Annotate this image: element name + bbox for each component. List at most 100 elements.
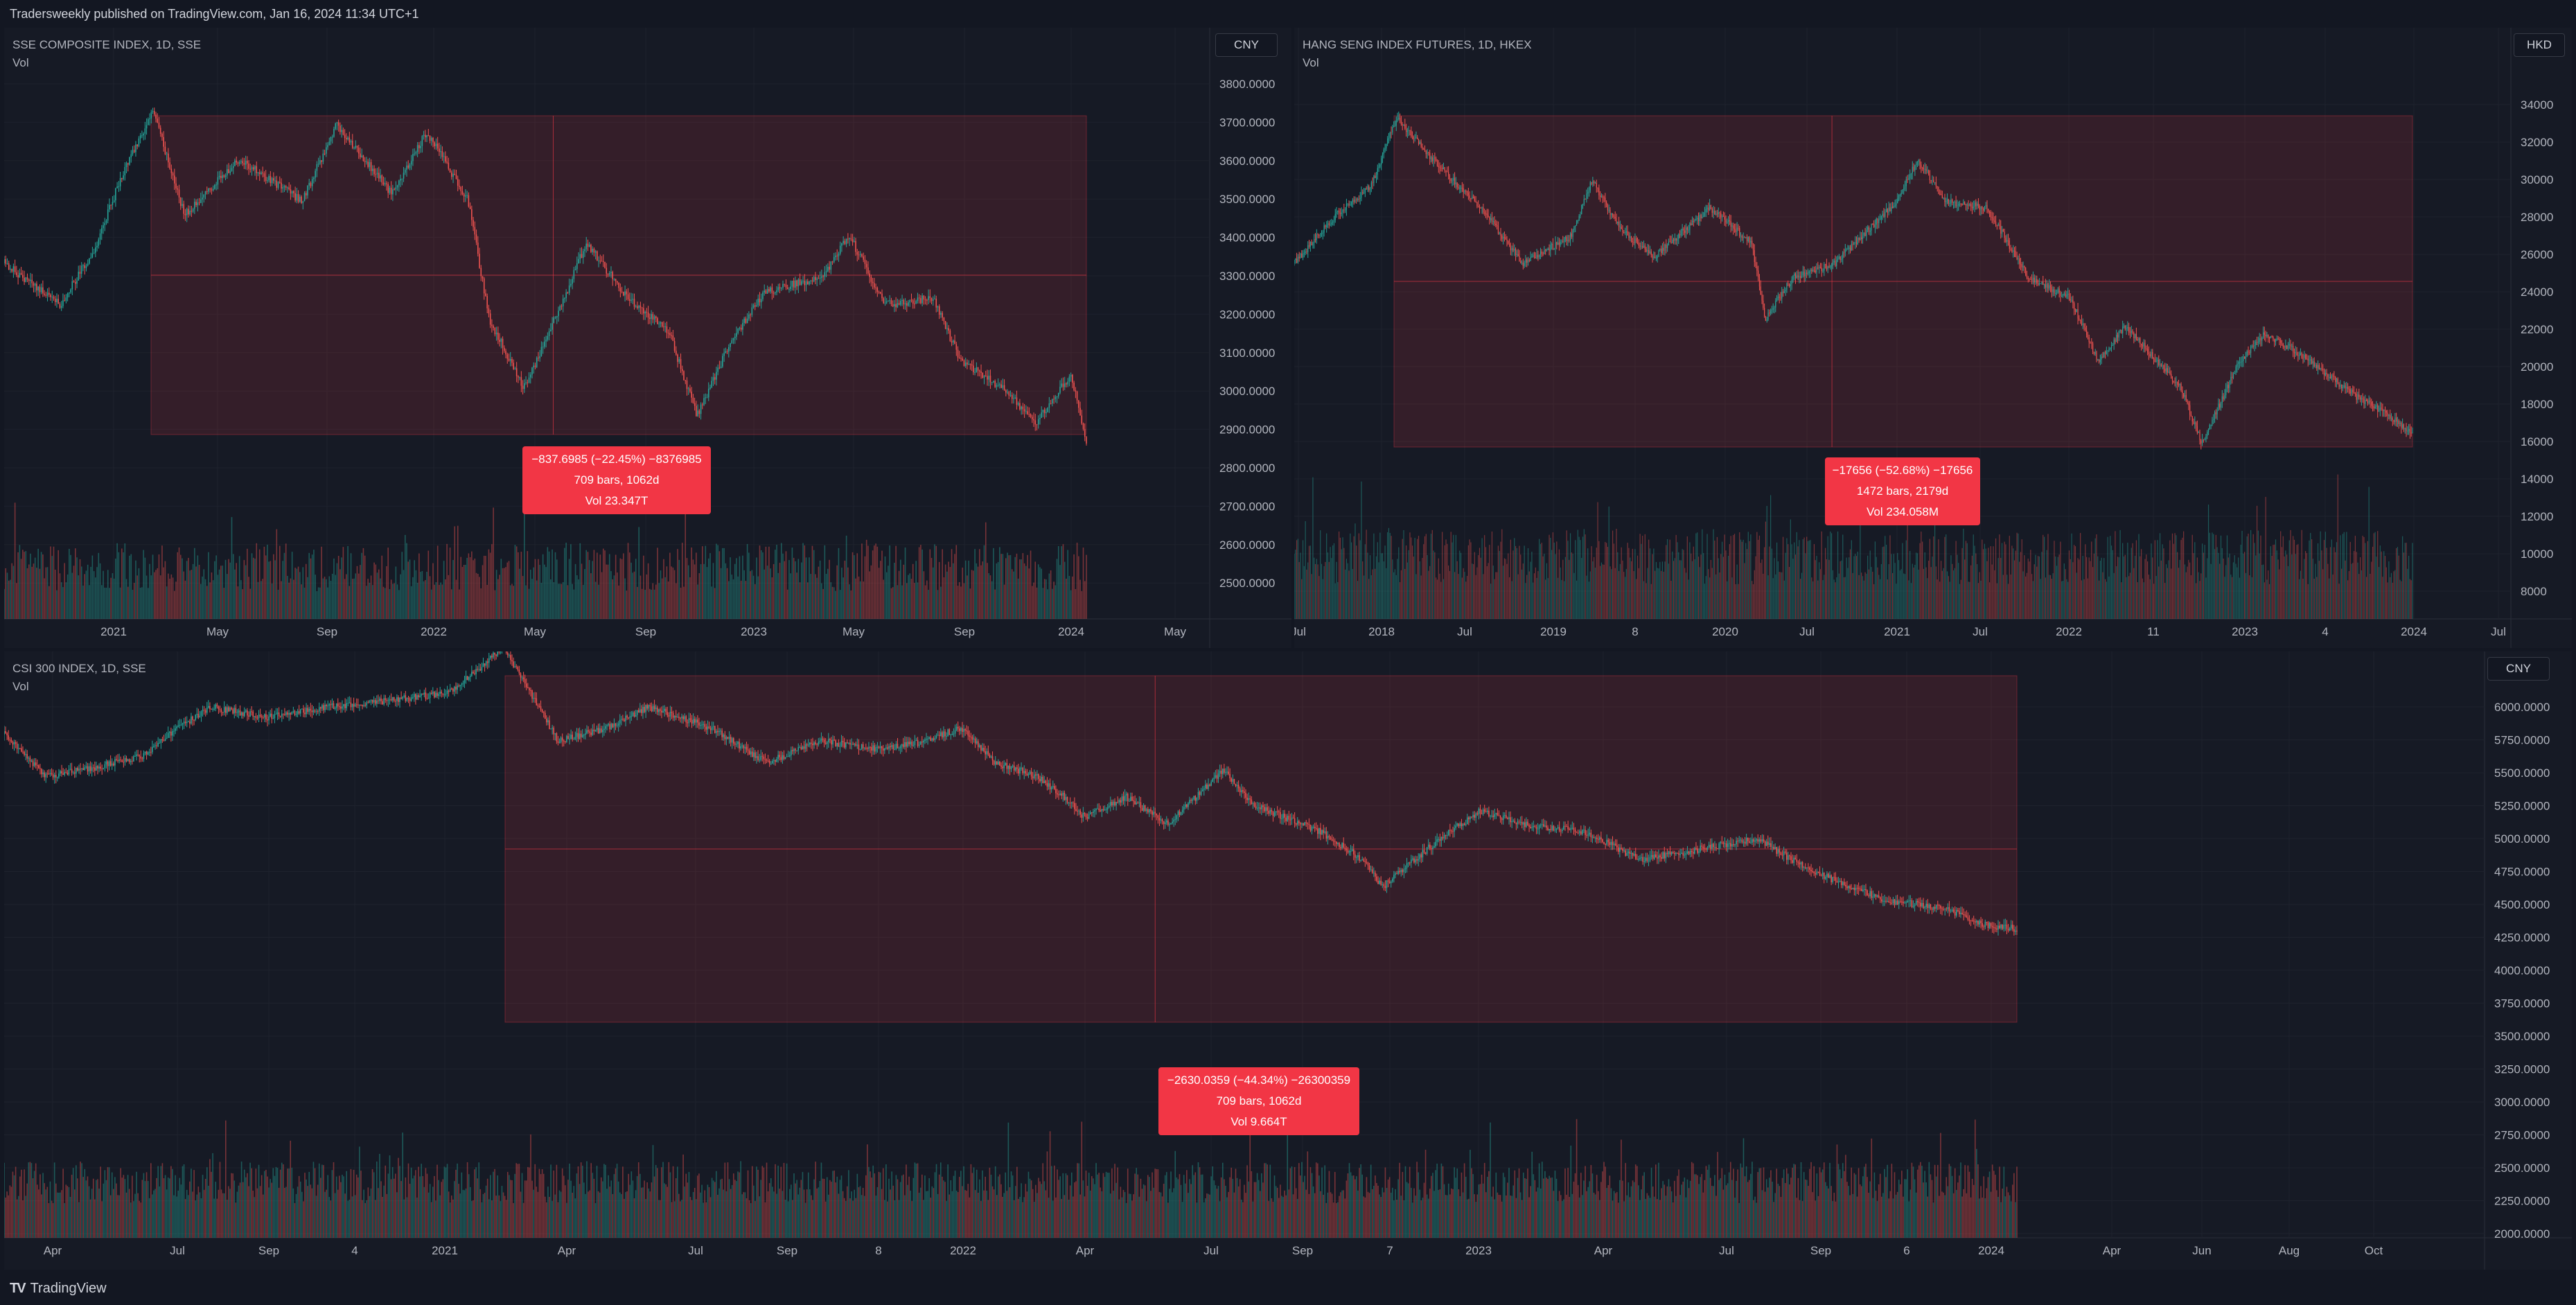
- volume-bar: [2402, 536, 2403, 619]
- chart-canvas-sse[interactable]: 3800.00003700.00003600.00003500.00003400…: [4, 28, 1291, 648]
- volume-bar: [2393, 571, 2394, 619]
- candle-body: [2407, 430, 2408, 432]
- candle-body: [186, 209, 188, 216]
- volume-bar: [1964, 559, 1966, 619]
- volume-bar: [2141, 549, 2142, 619]
- candle-body: [1294, 260, 1295, 263]
- candle-body: [1057, 392, 1059, 396]
- volume-bar: [1425, 534, 1427, 619]
- x-tick-label: Jul: [688, 1244, 703, 1257]
- candle-body: [1877, 218, 1878, 223]
- candle-body: [1880, 216, 1882, 220]
- candle-body: [495, 332, 497, 335]
- volume-bar: [1963, 528, 1964, 619]
- volume-bar: [2007, 584, 2009, 619]
- candle-body: [548, 331, 550, 336]
- volume-bar: [1727, 555, 1729, 619]
- volume-bar: [2074, 546, 2076, 619]
- candle-body: [301, 196, 302, 203]
- volume-bar: [1612, 530, 1614, 619]
- candle-body: [48, 292, 50, 295]
- volume-bar: [1573, 572, 1575, 619]
- volume-bar: [282, 561, 284, 619]
- chart-canvas-csi[interactable]: 6000.00005750.00005500.00005250.00005000…: [4, 651, 2572, 1270]
- volume-bar: [1008, 555, 1010, 619]
- volume-bar: [486, 584, 488, 619]
- volume-bar: [1801, 572, 1803, 619]
- volume-bar: [271, 583, 273, 619]
- volume-bar: [285, 543, 287, 619]
- volume-bar: [105, 587, 107, 619]
- volume-bar: [910, 579, 912, 619]
- volume-bar: [161, 545, 163, 619]
- candle-body: [2403, 424, 2405, 430]
- candle-body: [524, 383, 525, 389]
- currency-button-sse[interactable]: CNY: [1215, 33, 1278, 57]
- volume-bar: [1050, 570, 1052, 619]
- volume-bar: [2338, 584, 2340, 619]
- volume-bar: [2358, 574, 2360, 619]
- candle-body: [1381, 158, 1382, 165]
- candle-body: [511, 358, 513, 363]
- candle-body: [315, 170, 316, 178]
- candle-body: [2396, 417, 2397, 422]
- x-tick-label: May: [843, 625, 865, 638]
- volume-bar: [1885, 545, 1887, 619]
- candle-body: [1805, 272, 1806, 277]
- volume-bar: [2261, 565, 2263, 619]
- candle-body: [1744, 237, 1745, 238]
- volume-bar: [2209, 532, 2210, 619]
- candle-body: [2235, 367, 2237, 374]
- volume-bar: [1366, 529, 1367, 619]
- candle-body: [1694, 220, 1695, 222]
- volume-bar: [2275, 539, 2277, 619]
- candle-body: [14, 266, 16, 273]
- volume-bar: [370, 575, 372, 619]
- volume-bar: [790, 573, 791, 619]
- y-tick-label: 24000: [2521, 286, 2553, 299]
- volume-bar: [113, 578, 115, 619]
- candle-body: [533, 365, 535, 368]
- volume-bar: [1561, 579, 1562, 619]
- volume-bar: [1941, 570, 1943, 619]
- volume-bar: [290, 578, 292, 619]
- candle-body: [906, 303, 908, 306]
- volume-bar: [2066, 579, 2067, 619]
- volume-bar: [511, 584, 513, 619]
- candle-body: [529, 374, 531, 378]
- candle-body: [483, 278, 485, 294]
- candle-body: [1634, 238, 1636, 243]
- volume-bar: [293, 579, 294, 619]
- currency-button-hsi[interactable]: HKD: [2514, 33, 2565, 57]
- candle-body: [2113, 339, 2115, 346]
- candle-body: [1617, 221, 1618, 224]
- volume-bar: [217, 575, 219, 619]
- volume-bar: [2106, 581, 2107, 619]
- candle-body: [536, 358, 538, 367]
- candle-body: [37, 286, 39, 291]
- candle-body: [489, 313, 491, 325]
- candle-body: [112, 202, 114, 205]
- chart-panel-hsi[interactable]: 34000 32000 30000 28000 26000 24000 22000 20000…: [1294, 28, 2572, 648]
- candle-body: [2338, 384, 2340, 387]
- volume-bar: [1910, 583, 1912, 619]
- candle-body: [1659, 249, 1661, 250]
- candle-body: [1442, 168, 1443, 169]
- chart-panel-csi[interactable]: 6000.0000 5750.0000 5500.0000 5250.0000 5000…: [4, 651, 2572, 1270]
- volume-bar: [660, 570, 662, 619]
- candle-body: [1334, 213, 1336, 220]
- candle-body: [44, 293, 45, 295]
- chart-canvas-hsi[interactable]: 3400032000300002800026000240002200020000…: [1294, 28, 2572, 648]
- volume-bar: [2239, 577, 2241, 619]
- candle-body: [91, 253, 94, 258]
- volume-bar: [361, 552, 362, 619]
- candle-body: [1481, 207, 1483, 209]
- candle-body: [2102, 356, 2103, 358]
- volume-bar: [520, 552, 522, 619]
- candle-body: [1716, 213, 1718, 215]
- candle-body: [1846, 249, 1847, 250]
- candle-body: [2402, 424, 2403, 428]
- candle-body: [307, 185, 308, 195]
- volume-bar: [310, 558, 312, 619]
- chart-panel-sse[interactable]: 3800.0000 3700.0000 3600.0000 3500.0000 3400…: [4, 28, 1291, 648]
